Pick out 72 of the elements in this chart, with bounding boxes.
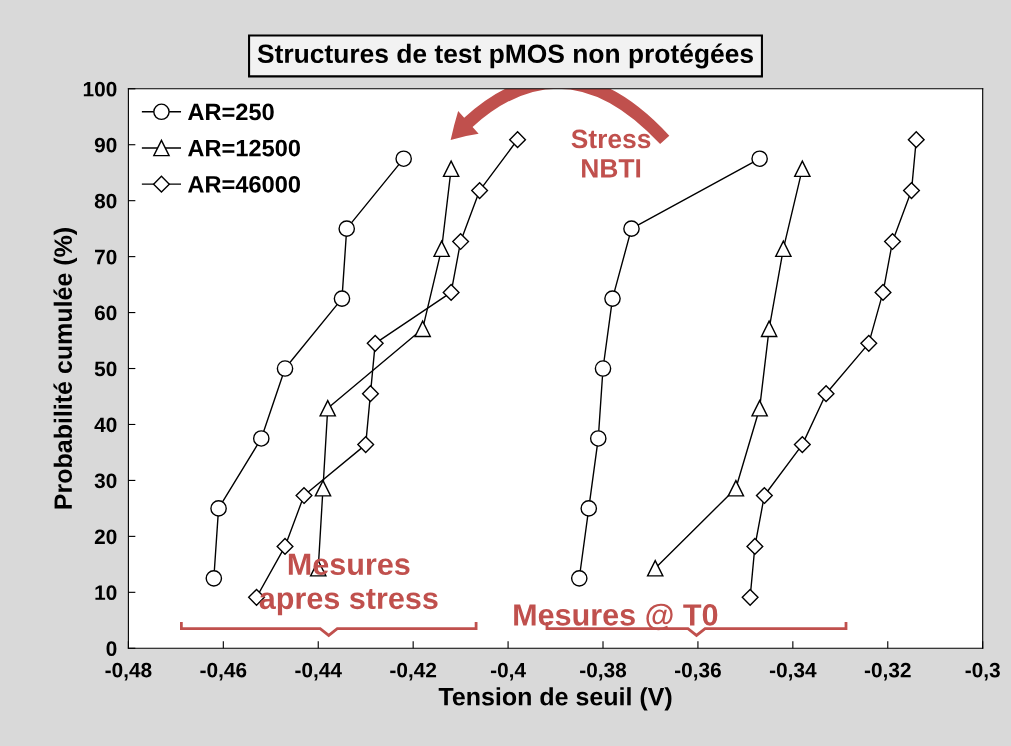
point <box>751 399 768 417</box>
x-tick-label: -0,42 <box>390 662 437 681</box>
chart-title: Structures de test pMOS non protégées <box>257 43 753 69</box>
point <box>276 360 294 377</box>
x-axis-title: Tension de seuil (V) <box>438 687 672 711</box>
y-axis-title: Probabilité cumulée (%) <box>53 228 77 509</box>
point <box>874 283 892 301</box>
point <box>623 220 640 237</box>
point <box>210 500 227 517</box>
point <box>509 131 527 149</box>
point <box>746 537 764 555</box>
point <box>570 570 588 587</box>
y-tick-label: 40 <box>94 417 117 433</box>
point <box>755 486 773 505</box>
point <box>433 240 450 258</box>
point <box>727 479 745 497</box>
point <box>357 436 375 454</box>
point <box>366 334 384 352</box>
y-tick-label: 100 <box>83 81 117 97</box>
point <box>794 160 811 178</box>
x-tick-label: -0,38 <box>580 662 627 681</box>
x-tick-label: -0,46 <box>200 662 247 681</box>
y-tick-label: 20 <box>94 529 117 545</box>
y-tick-label: 60 <box>94 305 117 321</box>
legend-label: AR=12500 <box>188 139 300 157</box>
point <box>902 182 921 200</box>
point <box>205 570 223 587</box>
point <box>452 232 470 251</box>
point <box>883 232 902 251</box>
point <box>646 559 664 577</box>
y-tick-label: 80 <box>94 193 117 209</box>
point <box>471 182 489 200</box>
x-tick-label: -0,4 <box>490 662 526 681</box>
point <box>860 334 878 352</box>
point <box>276 537 294 555</box>
point <box>333 290 351 307</box>
point <box>361 385 379 403</box>
x-tick-label: -0,36 <box>675 662 721 681</box>
x-tick-label: -0,32 <box>864 662 911 681</box>
x-tick-label: -0,44 <box>295 662 342 681</box>
y-tick-label: 90 <box>94 137 117 153</box>
point <box>751 150 768 168</box>
x-tick-label: -0,3 <box>965 662 1000 681</box>
annotation: Stress NBTI <box>571 129 651 178</box>
legend-label: AR=250 <box>188 103 274 121</box>
legend-label: AR=46000 <box>188 175 300 193</box>
x-tick-label: -0,48 <box>105 662 152 681</box>
point <box>817 385 835 403</box>
point <box>252 430 270 447</box>
y-tick-label: 30 <box>94 473 117 489</box>
y-tick-label: 50 <box>94 361 117 377</box>
point <box>594 360 612 377</box>
point <box>580 500 598 517</box>
point <box>314 479 332 497</box>
point <box>604 290 621 307</box>
y-tick-label: 10 <box>95 585 117 601</box>
y-tick-label: 70 <box>95 249 117 265</box>
point <box>442 283 460 301</box>
point <box>793 436 811 454</box>
point <box>589 430 607 447</box>
point <box>741 588 759 606</box>
x-tick-label: -0,34 <box>769 662 817 681</box>
point <box>295 486 313 505</box>
point <box>907 131 925 149</box>
point <box>414 320 431 338</box>
point <box>760 320 778 338</box>
point <box>775 240 792 258</box>
point <box>319 399 337 417</box>
point <box>395 150 413 168</box>
y-tick-label: 0 <box>106 641 117 657</box>
point <box>338 220 356 237</box>
point <box>442 160 460 178</box>
